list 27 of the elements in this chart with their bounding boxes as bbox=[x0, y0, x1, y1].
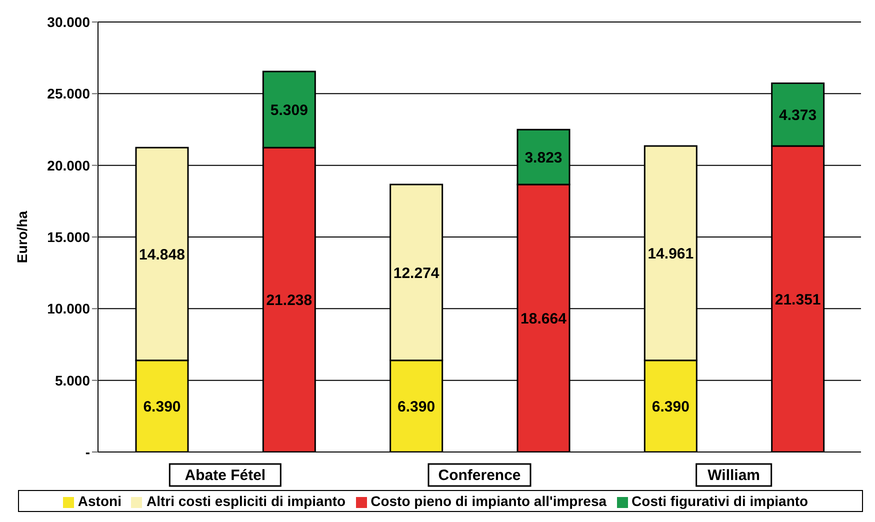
y-tick-label: 15.000 bbox=[47, 228, 90, 245]
data-label: 21.351 bbox=[774, 291, 821, 308]
data-label: 3.823 bbox=[524, 149, 562, 166]
y-axis-title: Euro/ha bbox=[14, 210, 30, 264]
legend-label: Costo pieno di impianto all'impresa bbox=[370, 493, 607, 509]
data-label: 6.390 bbox=[398, 398, 436, 416]
legend-label: Astoni bbox=[78, 493, 122, 509]
data-label: 4.373 bbox=[779, 106, 817, 124]
y-tick-label: 5.000 bbox=[54, 372, 90, 388]
y-tick-label: 25.000 bbox=[47, 86, 90, 102]
data-label: 5.309 bbox=[270, 102, 308, 119]
y-tick-label: 20.000 bbox=[47, 157, 90, 174]
y-tick-label: 10.000 bbox=[47, 300, 90, 317]
data-label: 6.390 bbox=[143, 398, 181, 416]
y-tick-label: - bbox=[85, 444, 90, 460]
x-tick-label: Conference bbox=[438, 467, 521, 484]
legend-label: Costi figurativi di impianto bbox=[632, 493, 808, 509]
x-tick-label: Abate Fétel bbox=[184, 467, 266, 484]
y-tick-label: 30.000 bbox=[47, 14, 90, 30]
data-label: 14.848 bbox=[139, 246, 185, 264]
data-label: 18.664 bbox=[520, 310, 568, 328]
x-tick-label: William bbox=[708, 467, 760, 484]
legend-label: Altri costi espliciti di impianto bbox=[146, 493, 346, 509]
data-label: 14.961 bbox=[648, 246, 694, 263]
data-label: 6.390 bbox=[652, 398, 690, 416]
data-label: 12.274 bbox=[393, 264, 440, 282]
data-label: 21.238 bbox=[266, 292, 312, 310]
